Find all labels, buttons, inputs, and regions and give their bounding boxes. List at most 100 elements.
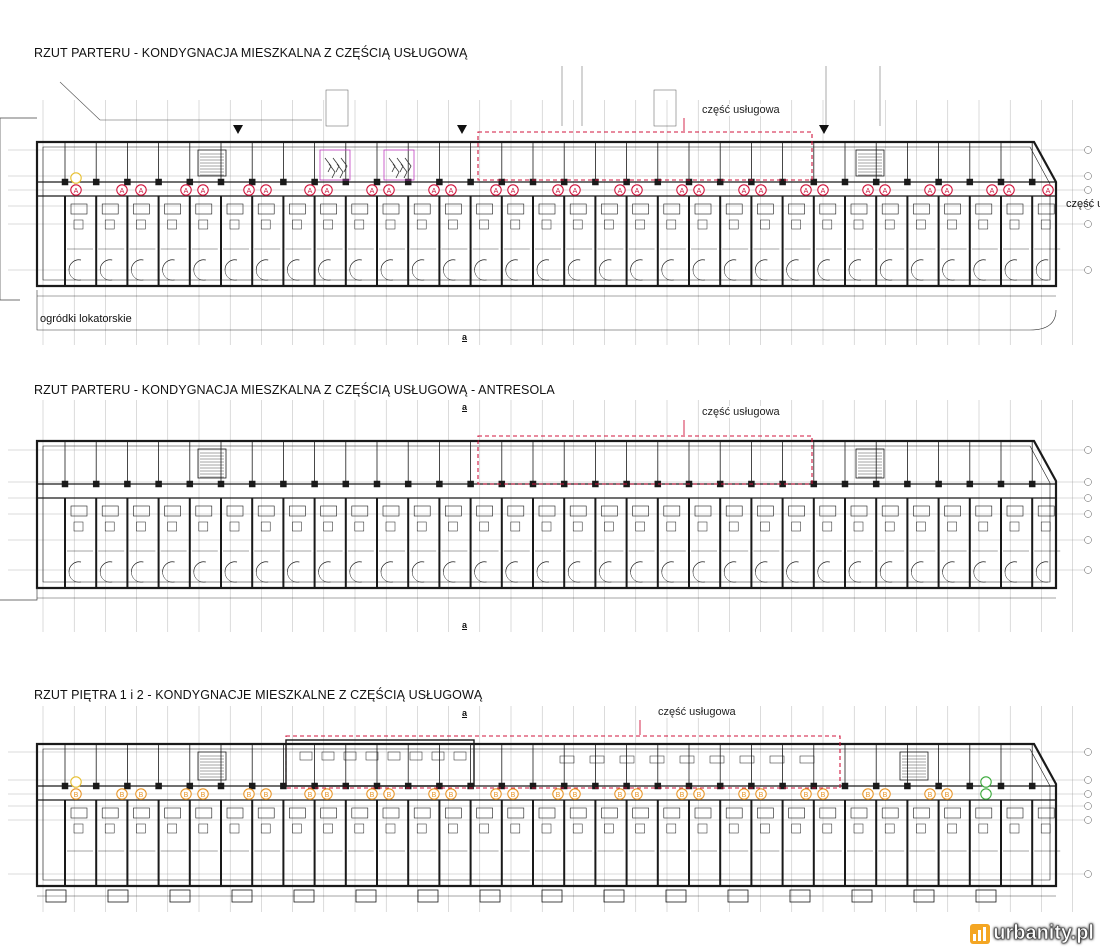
service-zone-outline — [477, 435, 813, 485]
svg-text:B: B — [759, 792, 764, 799]
svg-text:B: B — [618, 792, 623, 799]
svg-text:B: B — [821, 792, 826, 799]
unit-marker: B — [693, 788, 705, 800]
unit-marker: B — [180, 788, 192, 800]
unit-marker — [70, 776, 82, 788]
svg-text:B: B — [325, 792, 330, 799]
plan-3-green-marker-top — [980, 776, 992, 788]
plan-3-core-marker — [70, 776, 82, 788]
unit-marker: B — [738, 788, 750, 800]
unit-marker: B — [445, 788, 457, 800]
balcony — [727, 889, 749, 903]
svg-text:A: A — [945, 188, 950, 195]
svg-text:A: A — [370, 188, 375, 195]
svg-text:B: B — [697, 792, 702, 799]
unit-marker — [70, 172, 82, 184]
svg-text:B: B — [120, 792, 125, 799]
plan-2-mezzanine — [8, 400, 1092, 632]
balcony — [231, 889, 253, 903]
unit-marker: A — [614, 184, 626, 196]
unit-marker — [980, 776, 992, 788]
svg-text:B: B — [370, 792, 375, 799]
balcony — [169, 889, 191, 903]
unit-marker: A — [569, 184, 581, 196]
unit-marker: A — [507, 184, 519, 196]
balcony — [293, 889, 315, 903]
balcony — [975, 889, 997, 903]
plan-1-title: RZUT PARTERU - KONDYGNACJA MIESZKALNA Z … — [34, 46, 468, 60]
unit-marker: A — [941, 184, 953, 196]
unit-marker: A — [924, 184, 936, 196]
entrance-arrow-icon — [233, 125, 243, 134]
svg-text:A: A — [759, 188, 764, 195]
unit-marker: A — [116, 184, 128, 196]
unit-marker: A — [817, 184, 829, 196]
urbanity-watermark: urbanity.pl — [970, 922, 1094, 945]
watermark-text: urbanity.pl — [993, 922, 1094, 945]
unit-marker: B — [924, 788, 936, 800]
svg-text:B: B — [945, 792, 950, 799]
unit-marker: A — [70, 184, 82, 196]
svg-text:A: A — [742, 188, 747, 195]
plan-2-service-zone-label: część usługowa — [700, 406, 782, 418]
unit-marker: A — [631, 184, 643, 196]
plan-1-gardens-label: ogródki lokatorskie — [40, 313, 132, 325]
svg-text:B: B — [494, 792, 499, 799]
unit-marker — [980, 788, 992, 800]
svg-text:B: B — [201, 792, 206, 799]
unit-marker: A — [383, 184, 395, 196]
unit-marker: A — [490, 184, 502, 196]
svg-text:B: B — [247, 792, 252, 799]
unit-marker: B — [197, 788, 209, 800]
unit-marker: B — [135, 788, 147, 800]
svg-text:B: B — [742, 792, 747, 799]
building-outline — [35, 742, 1058, 888]
svg-text:A: A — [432, 188, 437, 195]
plan-3-green-marker-bottom — [980, 788, 992, 800]
svg-text:B: B — [74, 792, 79, 799]
balcony — [603, 889, 625, 903]
unit-marker: A — [135, 184, 147, 196]
building-outline — [35, 439, 1058, 590]
unit-marker: A — [1003, 184, 1015, 196]
unit-marker: A — [197, 184, 209, 196]
plan-3-floors-1-2 — [8, 706, 1092, 912]
unit-marker: B — [321, 788, 333, 800]
plan-3-title: RZUT PIĘTRA 1 i 2 - KONDYGNACJE MIESZKAL… — [34, 688, 483, 702]
svg-text:B: B — [264, 792, 269, 799]
svg-text:A: A — [821, 188, 826, 195]
unit-marker: A — [862, 184, 874, 196]
svg-text:A: A — [990, 188, 995, 195]
entrance-arrow-icon — [819, 125, 829, 134]
plan-3-section-mark: a — [462, 708, 468, 718]
svg-text:A: A — [325, 188, 330, 195]
svg-text:A: A — [680, 188, 685, 195]
unit-marker: B — [116, 788, 128, 800]
svg-text:B: B — [573, 792, 578, 799]
balcony — [45, 889, 67, 903]
svg-text:A: A — [184, 188, 189, 195]
svg-text:A: A — [928, 188, 933, 195]
plan-1-ground-floor — [8, 100, 1092, 345]
balcony — [789, 889, 811, 903]
svg-text:A: A — [449, 188, 454, 195]
unit-marker: A — [366, 184, 378, 196]
plant-box — [383, 149, 415, 181]
svg-text:B: B — [432, 792, 437, 799]
unit-marker: A — [738, 184, 750, 196]
stairwell — [197, 448, 227, 479]
plan-2-section-mark-top: a — [462, 402, 468, 412]
svg-text:B: B — [184, 792, 189, 799]
ramp — [653, 89, 677, 127]
unit-marker: A — [180, 184, 192, 196]
svg-text:A: A — [247, 188, 252, 195]
unit-marker: A — [321, 184, 333, 196]
balcony — [479, 889, 501, 903]
svg-text:B: B — [635, 792, 640, 799]
balcony — [913, 889, 935, 903]
unit-marker: B — [507, 788, 519, 800]
unit-marker: B — [569, 788, 581, 800]
unit-marker: A — [879, 184, 891, 196]
office-block — [285, 739, 475, 787]
